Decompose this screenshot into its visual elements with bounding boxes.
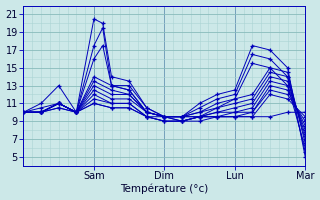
X-axis label: Température (°c): Température (°c) bbox=[120, 184, 208, 194]
